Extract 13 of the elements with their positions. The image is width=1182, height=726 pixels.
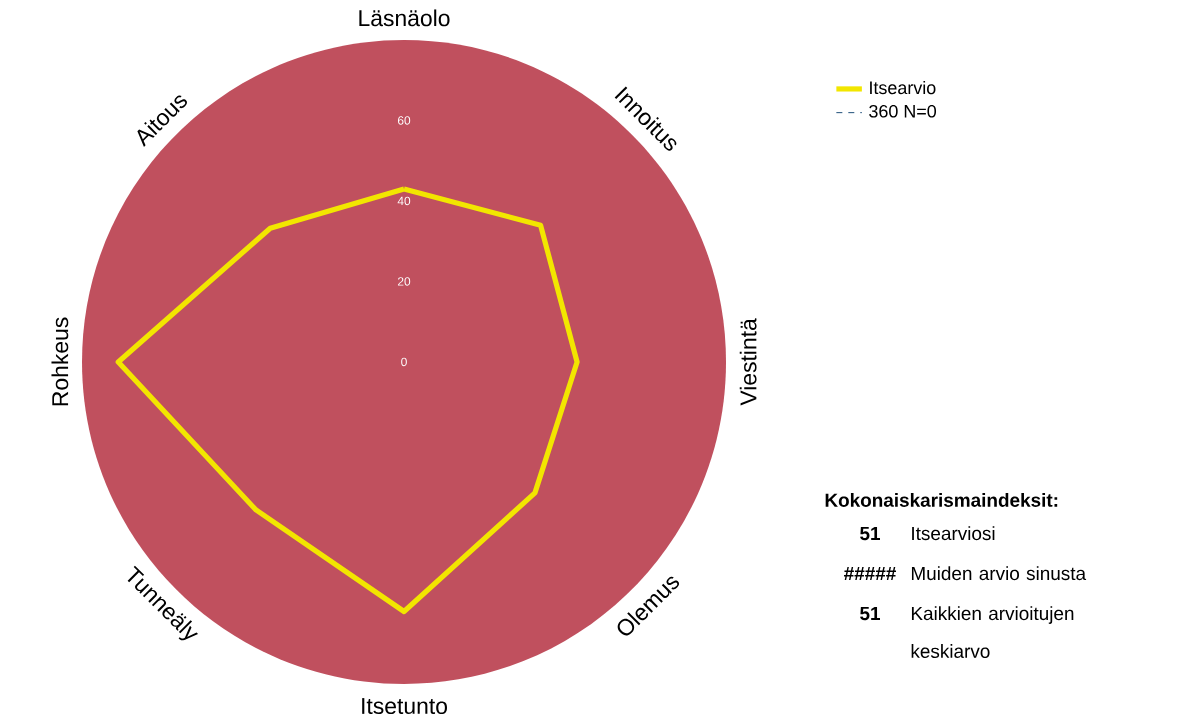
legend-label: 360 N=0: [869, 104, 937, 118]
spoke-label: Läsnäolo: [359, 9, 450, 27]
text: Muiden arvio sinusta: [911, 566, 1087, 581]
text: Kokonaiskarismaindeksit:: [825, 493, 1058, 507]
text: #####: [844, 567, 896, 580]
text: 51: [860, 526, 880, 541]
text: Kaikkien arvioitujen keskiarvo: [911, 606, 1074, 659]
spoke-label: Viestintä: [739, 318, 757, 406]
text: Itsearviosi: [912, 526, 995, 541]
legend-label: Itsearvio: [870, 80, 936, 95]
text: 51: [860, 606, 880, 621]
spoke-label: Rohkeus: [51, 317, 69, 406]
spoke-label: Itsetunto: [362, 698, 447, 715]
